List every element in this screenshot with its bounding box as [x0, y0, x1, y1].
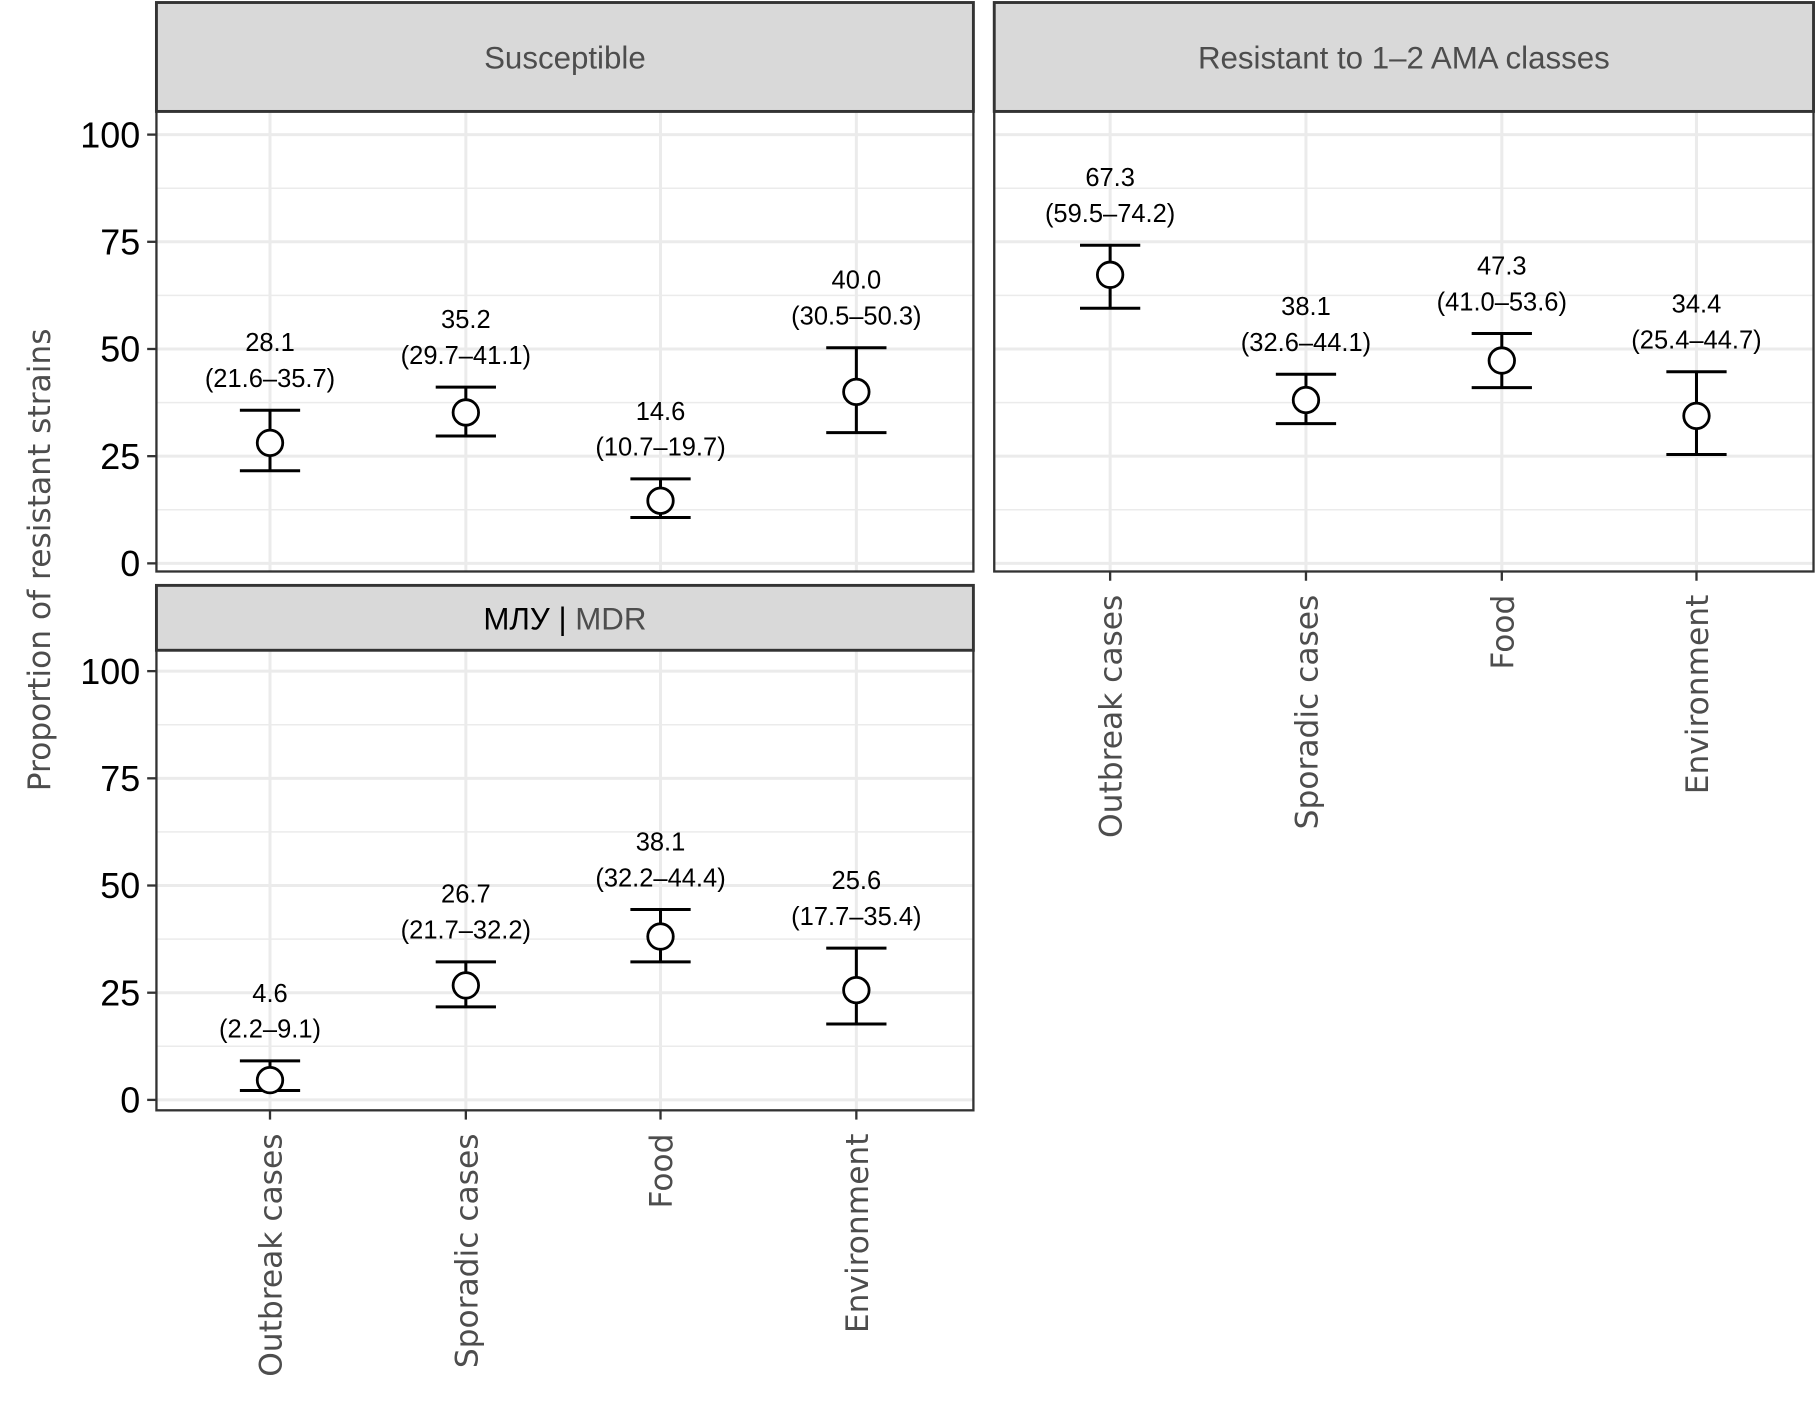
panel-0: Susceptible 0 25 50 75 100 28.1 (21.6–35.7) 35.2…: [80, 1, 975, 584]
ci-label: (21.7–32.2): [401, 917, 531, 945]
data-point: [451, 398, 480, 427]
x-tick-label: Environment: [1680, 595, 1716, 795]
y-tick-label: 75: [100, 758, 140, 799]
ci-label: (41.0–53.6): [1437, 288, 1567, 316]
value-label: 35.2: [441, 306, 491, 334]
strip-label-part: MDR: [575, 601, 646, 636]
y-tick-label: 25: [100, 972, 140, 1013]
data-point: [255, 428, 285, 458]
x-tick-label: Food: [1485, 595, 1521, 670]
y-tick-label: 0: [120, 1080, 140, 1121]
y-tick-label: 25: [100, 436, 140, 477]
ci-label: (59.5–74.2): [1045, 200, 1175, 228]
ci-label: (17.7–35.4): [791, 903, 921, 931]
facet-strip-label: Resistant to 1–2 AMA classes: [1198, 41, 1610, 76]
value-label: 14.6: [636, 398, 686, 426]
y-tick-label: 50: [100, 329, 140, 370]
x-tick-label: Environment: [840, 1133, 876, 1333]
facet-strip: [154, 1, 975, 113]
data-point: [255, 1066, 285, 1095]
y-tick-label: 100: [80, 651, 140, 692]
data-point: [842, 975, 871, 1005]
value-label: 25.6: [832, 867, 882, 895]
data-point: [1682, 401, 1711, 431]
x-tick-label: Food: [644, 1133, 680, 1208]
value-label: 26.7: [441, 881, 491, 909]
value-label: 38.1: [636, 828, 686, 856]
ci-label: (29.7–41.1): [401, 342, 531, 370]
data-point: [1095, 260, 1125, 289]
value-label: 67.3: [1085, 164, 1135, 192]
y-tick-label: 50: [100, 865, 140, 906]
ci-label: (30.5–50.3): [791, 303, 921, 331]
value-label: 40.0: [832, 267, 882, 295]
ci-label: (32.2–44.4): [595, 864, 725, 892]
strip-label-part: МЛУ |: [483, 601, 575, 636]
x-tick-label: Sporadic cases: [449, 1133, 485, 1368]
data-point: [1487, 346, 1516, 375]
data-point: [842, 377, 871, 406]
value-label: 4.6: [252, 980, 287, 1008]
ci-label: (10.7–19.7): [595, 434, 725, 462]
y-tick-label: 75: [100, 222, 140, 263]
value-label: 38.1: [1281, 293, 1331, 321]
panel-2: МЛУ | MDR 0 25 50 75 100 Outbreak cases Sporadi…: [80, 583, 975, 1377]
facet-strip-label: Susceptible: [484, 41, 646, 76]
x-tick-label: Outbreak cases: [1094, 595, 1130, 838]
facet-strip-label: МЛУ | MDR: [483, 601, 646, 636]
x-tick-label: Sporadic cases: [1290, 595, 1326, 830]
value-label: 34.4: [1672, 291, 1722, 319]
panel-1: Resistant to 1–2 AMA classes Outbreak cas…: [992, 1, 1815, 838]
data-point: [646, 922, 675, 951]
value-label: 47.3: [1477, 252, 1527, 280]
y-tick-label: 100: [80, 114, 140, 155]
x-tick-label: Outbreak cases: [254, 1133, 290, 1376]
ci-label: (25.4–44.7): [1631, 327, 1761, 355]
facet-strip: [154, 583, 975, 652]
y-tick-label: 0: [120, 543, 140, 584]
ci-label: (21.6–35.7): [205, 365, 335, 393]
ci-label: (32.6–44.1): [1241, 329, 1371, 357]
ci-label: (2.2–9.1): [219, 1016, 321, 1044]
data-point: [646, 486, 675, 515]
data-point: [1291, 385, 1321, 415]
y-axis-title: Proportion of resistant strains: [22, 328, 58, 791]
value-label: 28.1: [245, 329, 295, 357]
data-point: [451, 971, 480, 1000]
plot-background: [156, 650, 974, 1111]
facet-strip: [992, 1, 1815, 113]
